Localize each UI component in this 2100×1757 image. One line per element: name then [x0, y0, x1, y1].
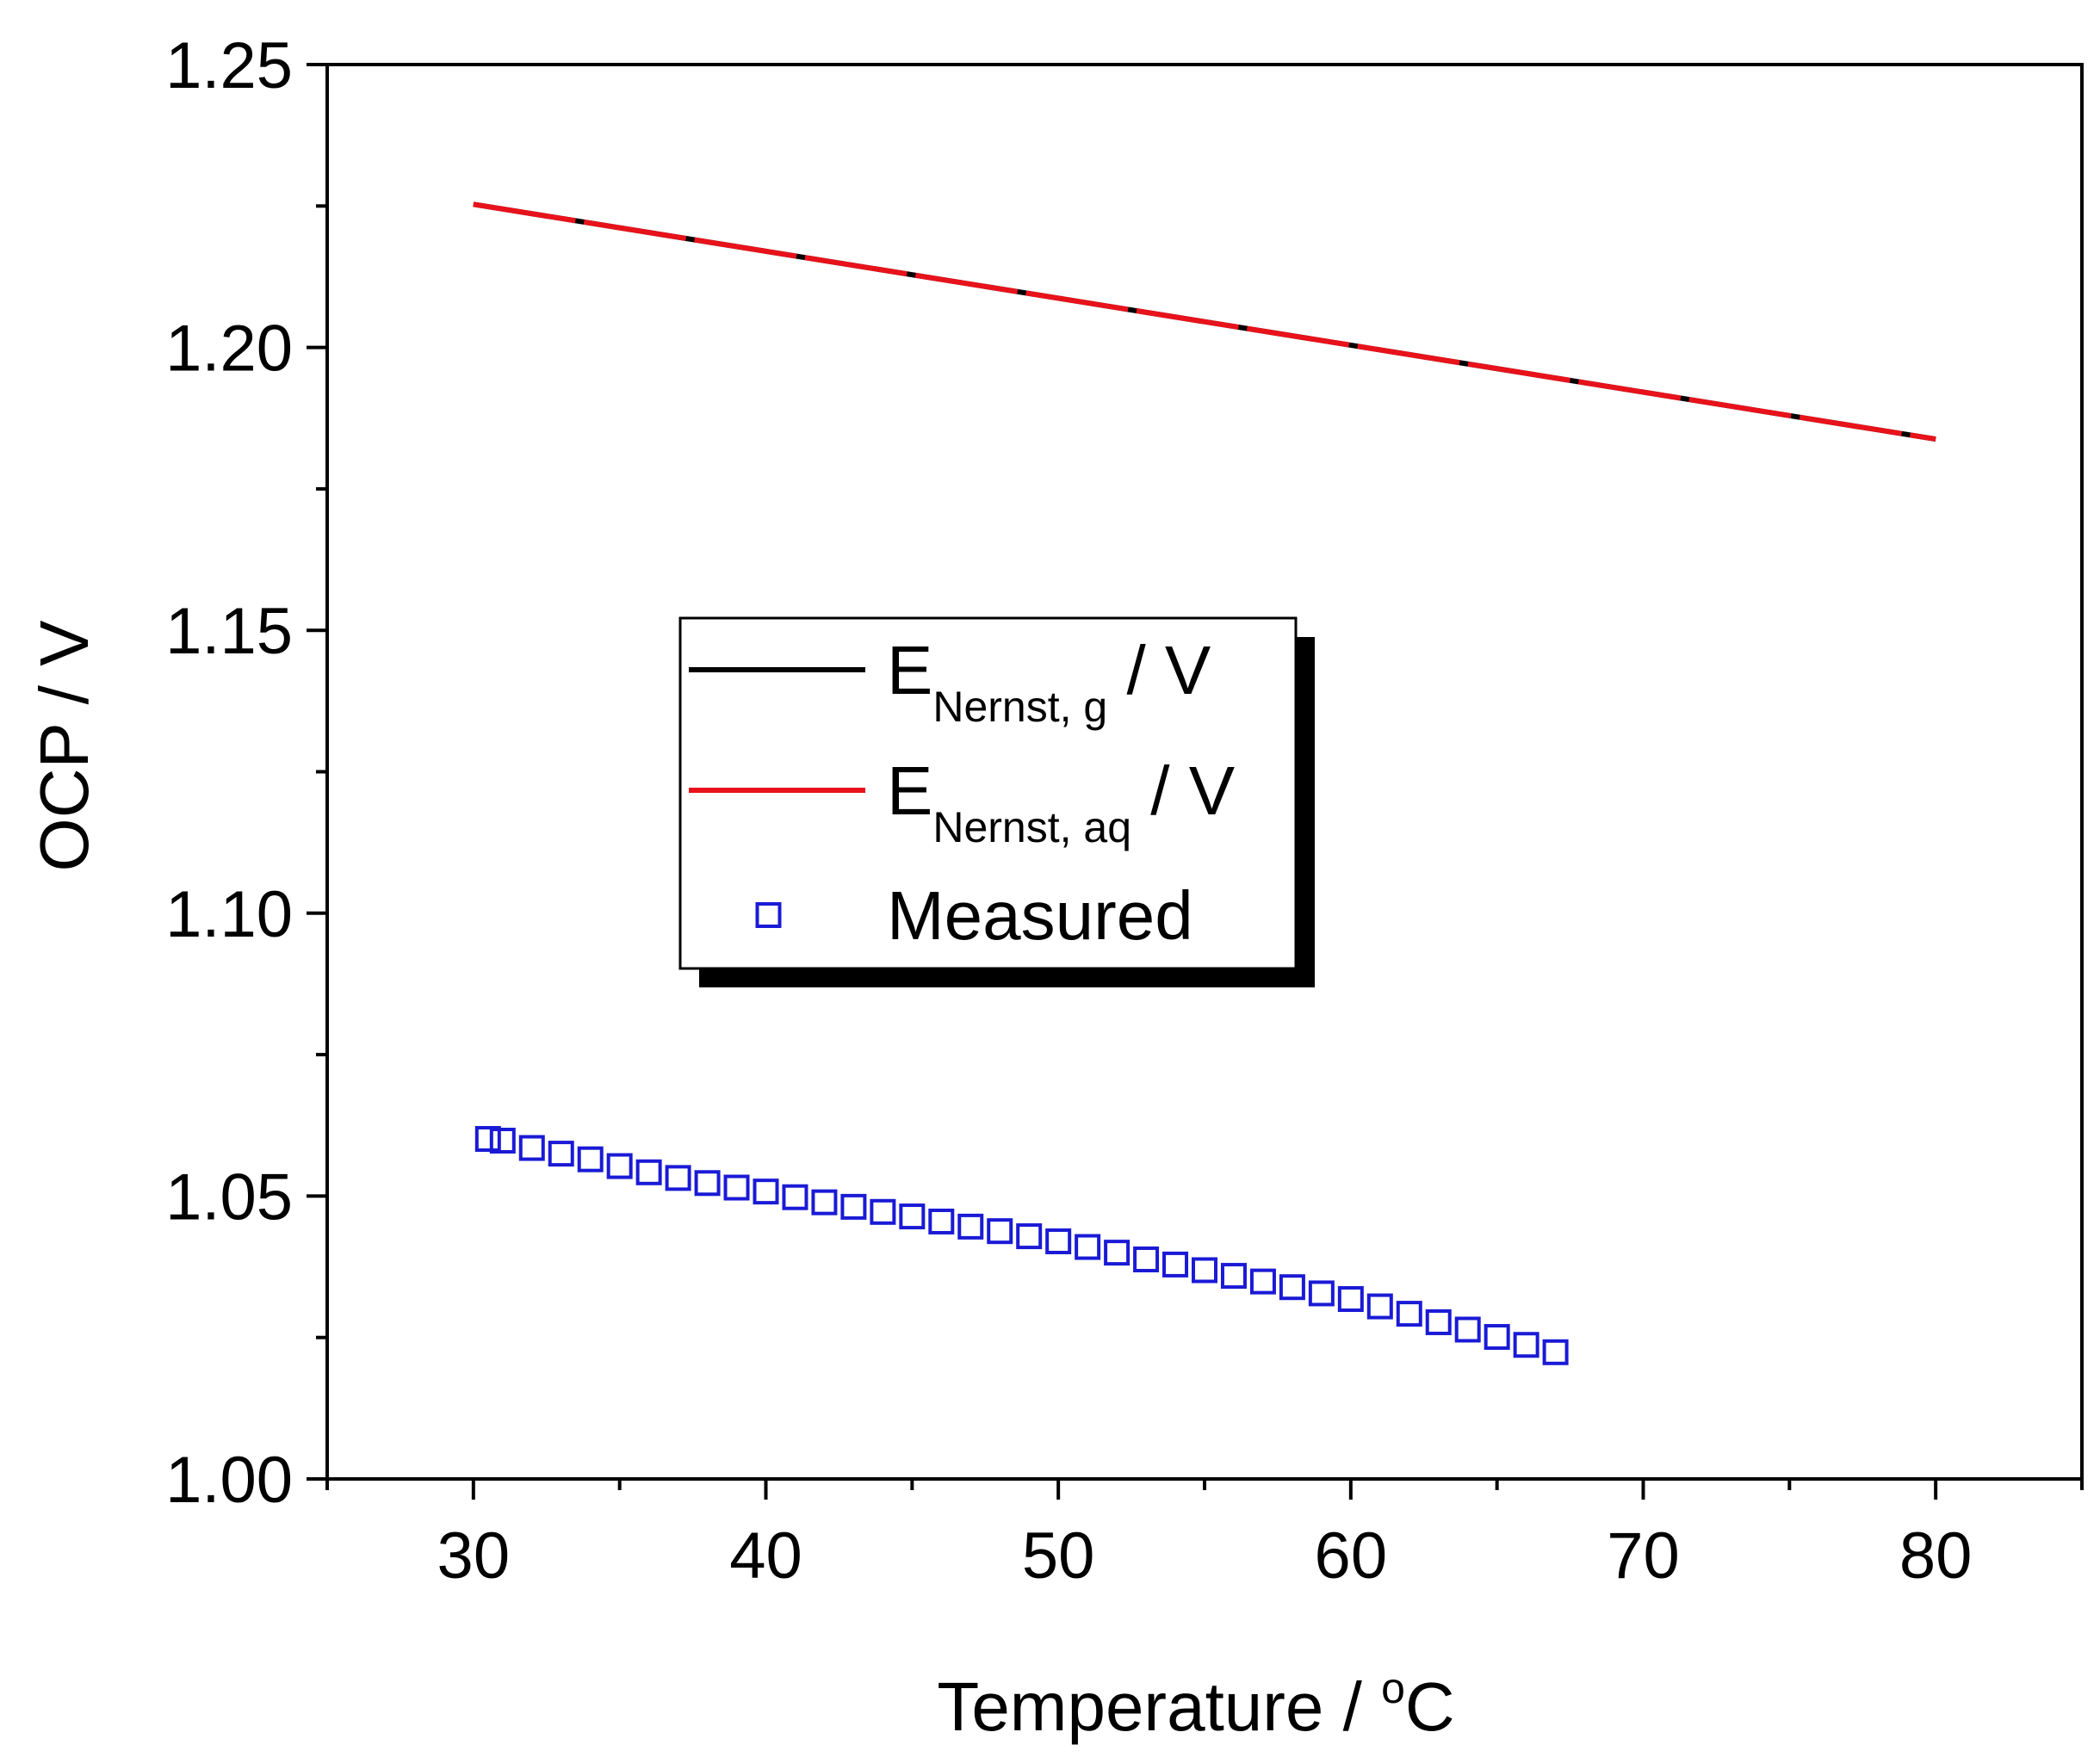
x-tick-label: 50 [1022, 1519, 1095, 1593]
x-axis-label: Temperature / oC [937, 1664, 1454, 1745]
measured-point [694, 1170, 721, 1197]
x-tick-label: 30 [437, 1519, 511, 1593]
measured-point [1366, 1293, 1393, 1320]
legend-entry-label: ENernst, g / V [887, 632, 1211, 731]
measured-point [899, 1203, 926, 1230]
measured-point [548, 1141, 574, 1167]
y-tick-label: 1.15 [165, 595, 293, 668]
legend-entry-label: Measured [887, 877, 1193, 954]
measured-point [1133, 1247, 1160, 1273]
x-tick-label: 40 [729, 1519, 802, 1593]
measured-point [1075, 1234, 1101, 1260]
measured-point [1425, 1308, 1452, 1335]
y-tick-label: 1.05 [165, 1160, 293, 1234]
measured-point [577, 1146, 604, 1172]
measured-point [1308, 1280, 1335, 1307]
y-tick-label: 1.25 [165, 29, 293, 102]
x-tick-label: 70 [1607, 1519, 1680, 1593]
measured-point [753, 1179, 779, 1205]
measured-point [987, 1218, 1013, 1245]
measured-point [870, 1198, 896, 1225]
y-tick-label: 1.20 [165, 312, 293, 386]
measured-point [811, 1189, 838, 1216]
measured-point [928, 1208, 955, 1234]
measured-point [1513, 1332, 1539, 1358]
series-line-nernst-aq [473, 201, 1936, 442]
measured-point [1249, 1268, 1276, 1295]
measured-point [635, 1159, 662, 1185]
y-tick-label: 1.10 [165, 878, 293, 951]
measured-point [606, 1153, 633, 1179]
measured-point [1396, 1301, 1422, 1327]
measured-point [489, 1127, 516, 1154]
series-layer [473, 201, 1936, 1365]
measured-point [474, 1126, 501, 1153]
measured-point [1279, 1274, 1305, 1301]
measured-point [1484, 1324, 1510, 1351]
measured-point [1016, 1223, 1043, 1250]
measured-point [1192, 1257, 1217, 1284]
measured-point [723, 1174, 750, 1201]
x-tick-label: 80 [1899, 1519, 1973, 1593]
measured-point [840, 1193, 867, 1220]
measured-point [1337, 1286, 1364, 1313]
y-tick-label: 1.00 [165, 1444, 293, 1517]
measured-point [1220, 1263, 1247, 1290]
legend: ENernst, g / V ENernst, aq / V Measured [678, 616, 1315, 987]
measured-point [1162, 1251, 1189, 1278]
measured-point [957, 1213, 984, 1240]
measured-point [1542, 1339, 1569, 1365]
measured-point [665, 1165, 691, 1191]
x-tick-label: 60 [1315, 1519, 1388, 1593]
y-axis-label: OCP / V [26, 620, 102, 872]
axis-labels: Temperature / oC OCP / V [26, 620, 1455, 1745]
legend-box [678, 616, 1298, 970]
measured-point [1454, 1316, 1481, 1343]
measured-point [518, 1135, 545, 1161]
measured-point [1045, 1228, 1072, 1254]
measured-point [782, 1184, 808, 1210]
legend-sample-marker [755, 902, 782, 928]
axes-layer: 30 40 50 60 70 80 1.00 1.05 1.10 1.15 1.20 1.25 [165, 29, 2084, 1593]
measured-point [1104, 1240, 1131, 1266]
legend-entry-label: ENernst, aq / V [887, 752, 1236, 851]
